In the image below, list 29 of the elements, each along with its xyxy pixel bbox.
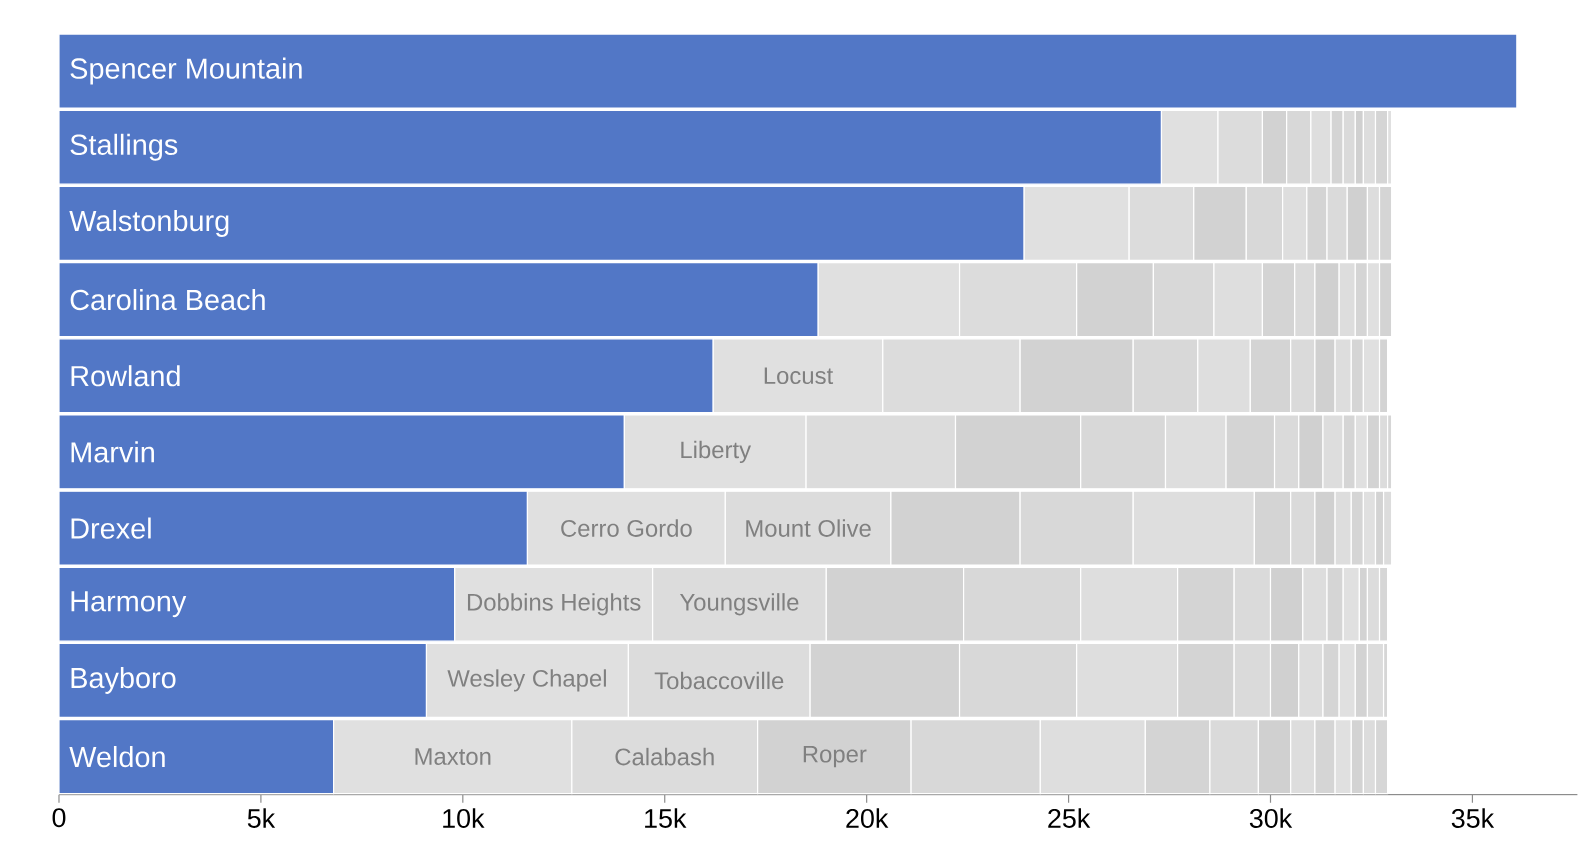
data-label: Roper bbox=[803, 746, 867, 768]
data-label: Cerro Gordo bbox=[561, 519, 692, 538]
y-tick-label: Harmony bbox=[71, 591, 187, 618]
x-tick-label: 30k bbox=[1249, 808, 1293, 829]
data-label: Liberty bbox=[681, 440, 752, 464]
x-tick-label: 5k bbox=[247, 808, 276, 829]
y-tick-label: Walstonburg bbox=[69, 210, 229, 238]
data-label: Locust bbox=[764, 367, 834, 385]
x-tick-label: 15k bbox=[645, 808, 687, 829]
y-tick-label: Carolina Beach bbox=[70, 289, 265, 311]
x-tick-label: 0 bbox=[52, 808, 66, 828]
y-tick-label: Drexel bbox=[71, 517, 151, 539]
y-tick-label: Spencer Mountain bbox=[70, 57, 302, 85]
x-tick-label: 20k bbox=[846, 808, 889, 829]
x-tick-label: 10k bbox=[443, 808, 485, 829]
data-label: Tobaccoville bbox=[654, 671, 784, 690]
data-label: Dobbins Heights bbox=[467, 593, 641, 616]
y-tick-label: Bayboro bbox=[71, 667, 176, 695]
x-tick-label: 35k bbox=[1451, 808, 1495, 829]
y-tick-label: Rowland bbox=[71, 365, 180, 387]
data-label: Mount Olive bbox=[746, 519, 871, 538]
y-tick-label: Marvin bbox=[71, 441, 154, 463]
data-label: Wesley Chapel bbox=[447, 669, 606, 692]
data-label: Maxton bbox=[415, 748, 491, 766]
y-tick-label: Stallings bbox=[70, 133, 178, 161]
y-tick-label: Weldon bbox=[69, 746, 165, 768]
data-label: Calabash bbox=[615, 747, 714, 766]
data-label: Youngsville bbox=[679, 593, 799, 616]
x-tick-label: 25k bbox=[1048, 808, 1091, 829]
